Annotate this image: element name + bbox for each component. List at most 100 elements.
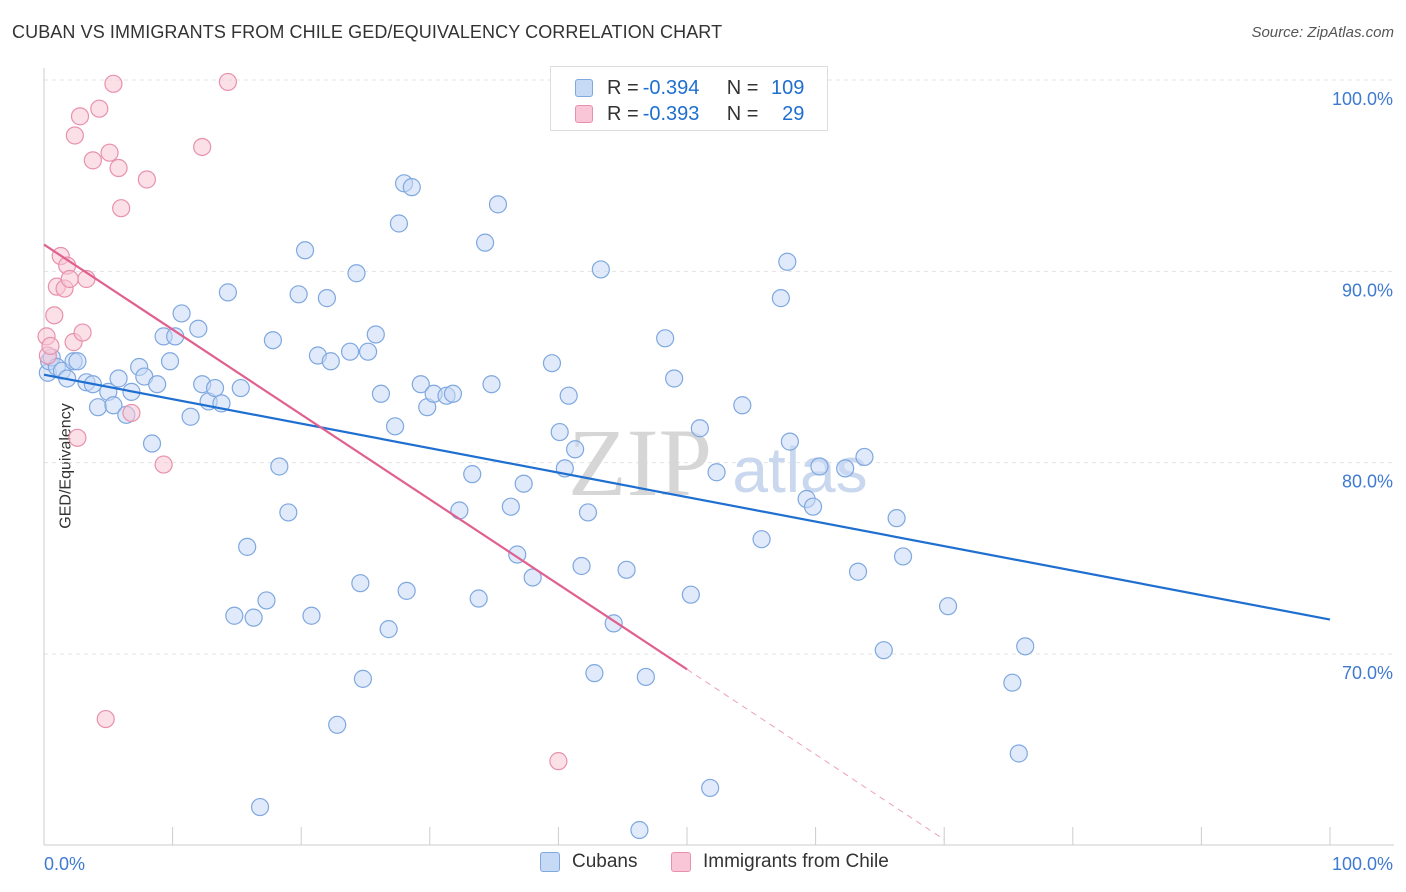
chile-point bbox=[100, 143, 119, 162]
cuban-trend-line bbox=[43, 373, 1331, 621]
chile-point bbox=[154, 455, 173, 474]
cuban-point bbox=[542, 354, 562, 373]
chile-point bbox=[65, 126, 84, 145]
cuban-point bbox=[887, 509, 906, 528]
cuban-point bbox=[321, 352, 340, 371]
cuban-point bbox=[160, 352, 180, 371]
cuban-point bbox=[463, 465, 482, 484]
cuban-point bbox=[893, 547, 913, 566]
legend-n-value: 109 bbox=[771, 76, 805, 99]
legend-n-label: N = bbox=[726, 102, 759, 125]
cuban-point bbox=[450, 501, 469, 520]
cuban-point bbox=[379, 620, 398, 639]
cuban-point bbox=[257, 591, 276, 610]
cuban-point bbox=[1003, 673, 1022, 692]
correlation-legend: R = -0.394 N = 109 R = -0.393 N = 29 bbox=[550, 66, 828, 131]
chile-point bbox=[218, 72, 237, 92]
cuban-point bbox=[366, 325, 385, 344]
cuban-point bbox=[733, 396, 752, 415]
cuban-point bbox=[88, 398, 108, 417]
cuban-point bbox=[585, 664, 604, 683]
chile-point bbox=[73, 323, 92, 342]
cuban-point bbox=[328, 715, 347, 734]
chile-trend-extension bbox=[686, 668, 945, 841]
cuban-point bbox=[218, 283, 237, 302]
cuban-point bbox=[559, 386, 578, 405]
chile-point bbox=[90, 99, 109, 118]
data-points bbox=[37, 72, 1035, 840]
cuban-point bbox=[848, 562, 868, 581]
legend-n-value: 29 bbox=[782, 102, 805, 125]
cuban-point bbox=[68, 352, 87, 371]
y-tick-label: 70.0% bbox=[1342, 663, 1393, 683]
cuban-point bbox=[488, 195, 508, 214]
source-label: Source: ZipAtlas.com bbox=[1251, 24, 1394, 41]
gridlines bbox=[44, 79, 1394, 655]
cuban-point bbox=[656, 329, 675, 348]
x-tick-label-right: 100.0% bbox=[1332, 854, 1393, 874]
cuban-point bbox=[270, 457, 289, 476]
cuban-point bbox=[142, 434, 162, 453]
chile-point bbox=[104, 74, 123, 93]
cuban-point bbox=[681, 585, 700, 604]
cuban-point bbox=[109, 369, 128, 388]
cuban-point bbox=[780, 432, 799, 451]
cuban-point bbox=[707, 463, 726, 482]
cuban-point bbox=[771, 289, 790, 308]
cuban-point bbox=[855, 447, 874, 467]
cuban-point bbox=[566, 440, 585, 459]
chile-point bbox=[83, 151, 102, 170]
cuban-point bbox=[752, 530, 771, 549]
y-tick-label: 90.0% bbox=[1342, 280, 1393, 300]
cuban-point bbox=[523, 568, 542, 587]
cuban-point bbox=[289, 285, 308, 304]
cuban-point bbox=[172, 304, 191, 323]
legend-r-label: R = bbox=[607, 76, 639, 99]
y-tick-label: 80.0% bbox=[1342, 472, 1393, 492]
chile-point bbox=[41, 336, 60, 356]
cuban-point bbox=[225, 606, 244, 625]
chile-point bbox=[70, 107, 90, 126]
cuban-point bbox=[353, 669, 373, 688]
chile-point bbox=[122, 403, 141, 423]
legend-n-label: N = bbox=[726, 76, 759, 99]
cuban-point bbox=[475, 233, 495, 252]
legend-swatch-cubans bbox=[575, 79, 593, 97]
legend-swatch-cubans bbox=[540, 852, 560, 872]
cuban-point bbox=[617, 560, 636, 579]
chile-point bbox=[96, 709, 115, 729]
cuban-point bbox=[803, 497, 823, 516]
cuban-point bbox=[263, 331, 283, 350]
chile-point bbox=[549, 752, 568, 771]
legend-swatch-chile bbox=[671, 852, 691, 872]
cuban-point bbox=[295, 241, 315, 260]
cuban-point bbox=[104, 396, 123, 415]
cuban-point bbox=[810, 457, 829, 476]
cuban-point bbox=[701, 778, 720, 798]
cuban-point bbox=[181, 407, 200, 426]
cuban-point bbox=[340, 342, 360, 361]
cuban-point bbox=[514, 474, 533, 493]
cuban-point bbox=[371, 384, 391, 403]
x-tick-label-left: 0.0% bbox=[44, 854, 85, 874]
cuban-point bbox=[572, 556, 591, 576]
cuban-point bbox=[443, 384, 463, 403]
watermark-zip: ZIP bbox=[568, 409, 712, 516]
cuban-point bbox=[469, 589, 488, 608]
cuban-point bbox=[482, 375, 501, 394]
cuban-point bbox=[238, 537, 257, 556]
cuban-point bbox=[402, 178, 421, 197]
cuban-point bbox=[231, 378, 250, 398]
cuban-point bbox=[358, 342, 378, 361]
cuban-point bbox=[385, 417, 405, 436]
cuban-point bbox=[690, 419, 709, 438]
chart-title: CUBAN VS IMMIGRANTS FROM CHILE GED/EQUIV… bbox=[12, 22, 723, 42]
y-tick-label: 100.0% bbox=[1332, 89, 1393, 109]
cuban-point bbox=[630, 820, 649, 840]
axes bbox=[43, 68, 1394, 846]
cuban-point bbox=[244, 608, 263, 627]
cuban-point bbox=[1009, 744, 1028, 763]
cuban-point bbox=[189, 319, 208, 338]
cuban-point bbox=[347, 264, 366, 283]
cuban-point bbox=[1016, 637, 1035, 656]
